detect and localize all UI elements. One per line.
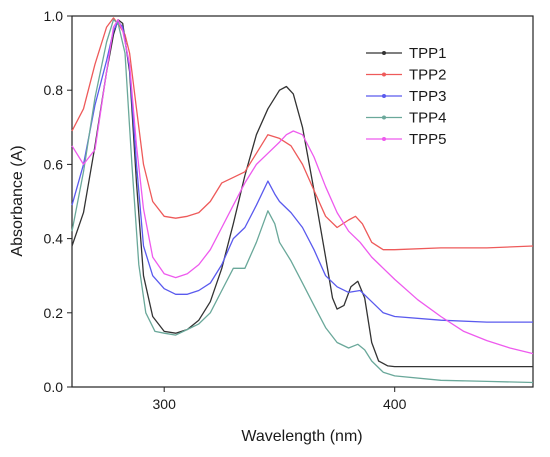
legend-label-tpp1: TPP1	[409, 45, 447, 62]
y-tick-label: 0.6	[44, 156, 64, 172]
legend-label-tpp3: TPP3	[409, 88, 447, 105]
legend-marker-tpp3	[382, 94, 386, 98]
series-line-tpp3	[71, 20, 533, 323]
y-tick-label: 0.8	[44, 82, 64, 98]
x-axis-title: Wavelength (nm)	[241, 428, 362, 445]
series-line-tpp4	[71, 19, 534, 384]
legend-marker-tpp5	[382, 137, 386, 141]
x-tick-label: 300	[153, 396, 177, 412]
series-line-tpp5	[71, 19, 534, 355]
legend-label-tpp2: TPP2	[409, 67, 447, 84]
y-tick-label: 0.0	[44, 379, 64, 395]
legend-label-tpp4: TPP4	[409, 110, 447, 127]
x-tick-label: 400	[383, 396, 407, 412]
y-tick-label: 1.0	[44, 8, 64, 24]
legend-label-tpp5: TPP5	[409, 131, 447, 148]
legend-marker-tpp4	[382, 115, 386, 120]
legend-marker-tpp2	[382, 72, 386, 77]
y-tick-label: 0.4	[44, 231, 64, 247]
y-axis-title: Absorbance (A)	[9, 145, 26, 256]
y-tick-label: 0.2	[44, 305, 64, 321]
plot-frame	[71, 15, 534, 388]
legend-marker-tpp1	[382, 51, 386, 55]
legend: TPP1 TPP2 TPP3 TPP4 TPP5	[366, 45, 447, 148]
